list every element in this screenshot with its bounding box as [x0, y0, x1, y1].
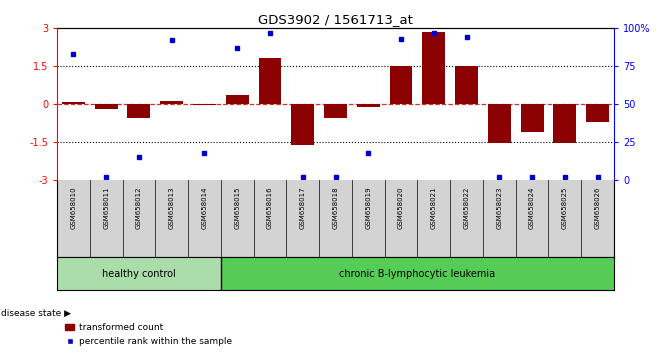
Text: disease state ▶: disease state ▶	[1, 309, 70, 318]
Bar	[160, 101, 183, 104]
Bar	[488, 104, 511, 143]
Bar	[193, 104, 216, 105]
Text: GSM658022: GSM658022	[464, 186, 470, 229]
Bar	[95, 104, 117, 109]
Text: GSM658017: GSM658017	[300, 186, 306, 229]
Bar	[62, 102, 85, 104]
Bar	[422, 32, 446, 104]
Bar	[221, 257, 614, 290]
Text: GSM658024: GSM658024	[529, 186, 535, 229]
Text: GSM658018: GSM658018	[333, 186, 338, 229]
Bar	[586, 104, 609, 122]
Title: GDS3902 / 1561713_at: GDS3902 / 1561713_at	[258, 13, 413, 26]
Bar	[521, 104, 544, 132]
Bar	[357, 104, 380, 107]
Bar	[258, 58, 281, 104]
Text: GSM658020: GSM658020	[398, 186, 404, 229]
Text: GSM658010: GSM658010	[70, 186, 76, 229]
Bar	[127, 104, 150, 118]
Bar	[324, 104, 347, 118]
Text: GSM658013: GSM658013	[168, 186, 174, 229]
Text: GSM658023: GSM658023	[497, 186, 503, 229]
Legend: transformed count, percentile rank within the sample: transformed count, percentile rank withi…	[62, 320, 236, 349]
Text: healthy control: healthy control	[102, 269, 176, 279]
Bar	[57, 257, 221, 290]
Bar	[291, 104, 314, 145]
Bar	[225, 95, 249, 104]
Text: GSM658016: GSM658016	[267, 186, 273, 229]
Text: GSM658014: GSM658014	[201, 186, 207, 229]
Text: GSM658019: GSM658019	[365, 186, 371, 229]
Text: chronic B-lymphocytic leukemia: chronic B-lymphocytic leukemia	[340, 269, 495, 279]
Bar	[554, 104, 576, 143]
Text: GSM658015: GSM658015	[234, 186, 240, 229]
Bar	[390, 66, 413, 104]
Text: GSM658012: GSM658012	[136, 186, 142, 229]
Text: GSM658025: GSM658025	[562, 186, 568, 229]
Bar	[455, 66, 478, 104]
Text: GSM658021: GSM658021	[431, 186, 437, 229]
Text: GSM658011: GSM658011	[103, 186, 109, 229]
Text: GSM658026: GSM658026	[595, 186, 601, 229]
